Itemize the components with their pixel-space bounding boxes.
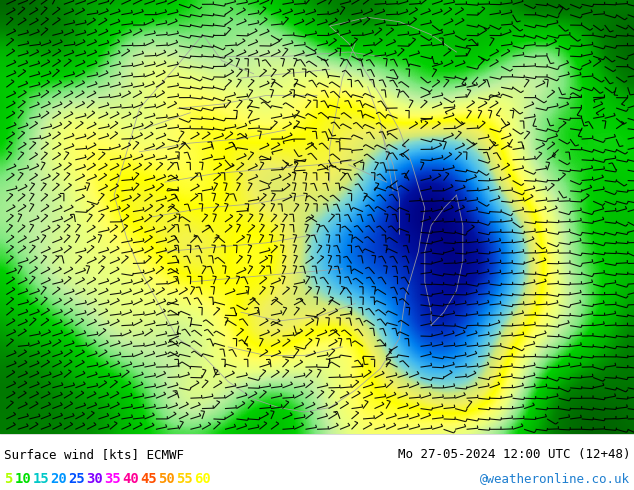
Text: @weatheronline.co.uk: @weatheronline.co.uk [480, 472, 630, 485]
Text: 25: 25 [68, 472, 85, 486]
Text: 45: 45 [141, 472, 157, 486]
Text: 30: 30 [86, 472, 103, 486]
Text: 55: 55 [176, 472, 193, 486]
Text: 5: 5 [4, 472, 13, 486]
Text: Surface wind [kts] ECMWF: Surface wind [kts] ECMWF [4, 448, 184, 461]
Text: Mo 27-05-2024 12:00 UTC (12+48): Mo 27-05-2024 12:00 UTC (12+48) [398, 448, 630, 461]
Text: 50: 50 [158, 472, 175, 486]
Text: 20: 20 [51, 472, 67, 486]
Text: 40: 40 [122, 472, 139, 486]
Text: 15: 15 [32, 472, 49, 486]
Text: 35: 35 [105, 472, 121, 486]
Text: 60: 60 [195, 472, 211, 486]
Text: 10: 10 [15, 472, 31, 486]
